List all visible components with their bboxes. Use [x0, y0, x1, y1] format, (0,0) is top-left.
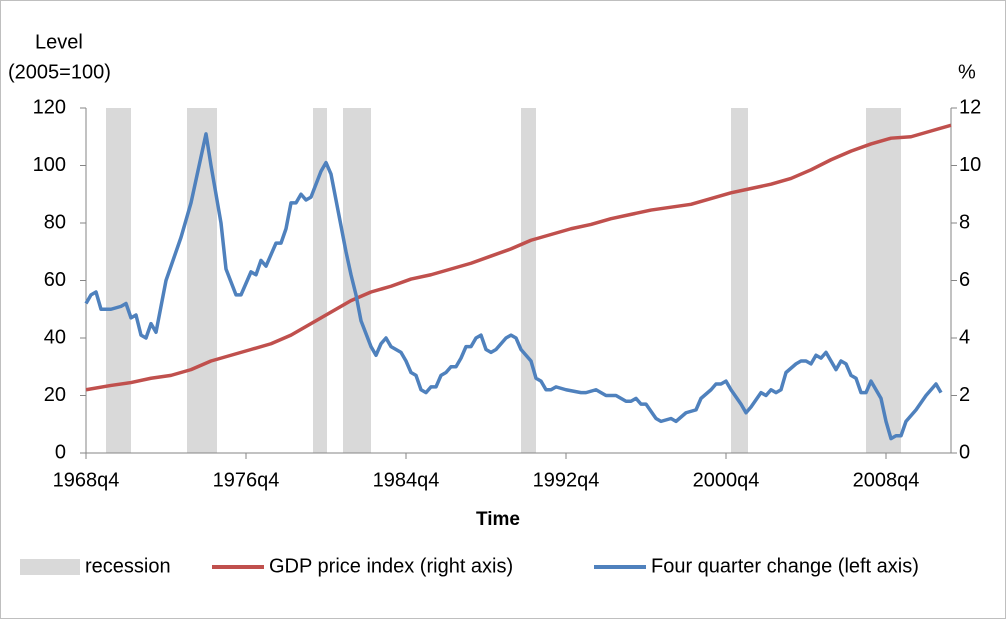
- y-tick-label: 100: [33, 154, 66, 176]
- y-tick-label: 120: [33, 96, 66, 118]
- y-tick-label: 80: [44, 211, 66, 233]
- y2-tick-label: 2: [959, 384, 970, 406]
- y-tick-label: 0: [55, 441, 66, 463]
- y-tick-label: 60: [44, 269, 66, 291]
- y2-axis-title: %: [958, 61, 976, 83]
- x-tick-label: 1976q4: [213, 469, 280, 491]
- y-tick-label: 20: [44, 384, 66, 406]
- y2-tick-label: 12: [959, 96, 981, 118]
- x-tick-label: 2000q4: [693, 469, 760, 491]
- recession-band: [313, 108, 327, 453]
- x-tick-label: 1984q4: [373, 469, 440, 491]
- line-series: [84, 132, 943, 441]
- recession-band: [106, 108, 131, 453]
- y-axis-title: (2005=100): [8, 61, 111, 83]
- legend-label: GDP price index (right axis): [269, 555, 513, 577]
- line-series: [85, 123, 952, 392]
- legend-label: Four quarter change (left axis): [651, 555, 919, 577]
- y2-tick-label: 10: [959, 154, 981, 176]
- y-axis-title: Level: [35, 31, 83, 53]
- x-axis-title: Time: [476, 509, 520, 530]
- y2-tick-label: 4: [959, 326, 970, 348]
- y-tick-label: 40: [44, 326, 66, 348]
- y2-tick-label: 0: [959, 441, 970, 463]
- y2-tick-label: 6: [959, 269, 970, 291]
- legend-label: recession: [85, 555, 171, 577]
- recession-band: [521, 108, 536, 453]
- legend-swatch: [20, 559, 80, 575]
- recession-band: [731, 108, 748, 453]
- x-tick-label: 2008q4: [853, 469, 920, 491]
- recession-band: [866, 108, 901, 453]
- x-tick-label: 1992q4: [533, 469, 600, 491]
- x-tick-label: 1968q4: [53, 469, 120, 491]
- y2-tick-label: 8: [959, 211, 970, 233]
- recession-band: [343, 108, 371, 453]
